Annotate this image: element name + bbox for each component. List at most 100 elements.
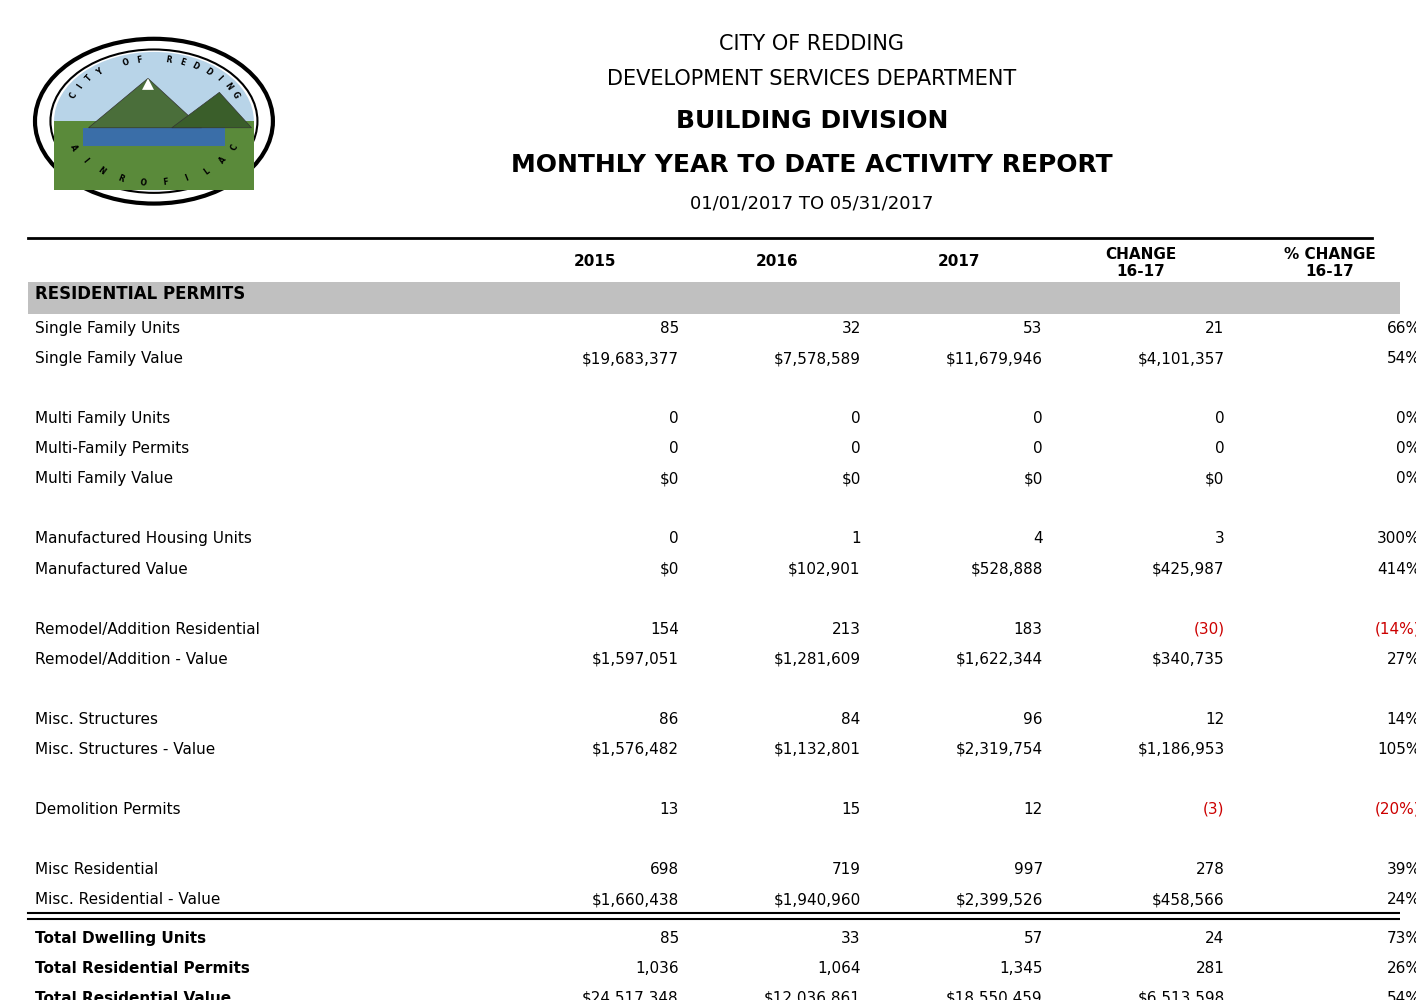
Text: $340,735: $340,735 [1153, 652, 1225, 667]
Text: 0: 0 [1215, 411, 1225, 426]
Text: $18,550,459: $18,550,459 [946, 991, 1042, 1000]
Text: 27%: 27% [1386, 652, 1416, 667]
Text: 24%: 24% [1386, 892, 1416, 907]
Text: Total Dwelling Units: Total Dwelling Units [35, 931, 207, 946]
Text: 54%: 54% [1386, 991, 1416, 1000]
Text: Demolition Permits: Demolition Permits [35, 802, 181, 817]
Text: 0: 0 [1034, 411, 1042, 426]
Text: $102,901: $102,901 [789, 562, 861, 577]
Text: 0: 0 [1034, 441, 1042, 456]
Text: 85: 85 [660, 931, 678, 946]
Text: 1,036: 1,036 [636, 961, 678, 976]
Text: RESIDENTIAL PERMITS: RESIDENTIAL PERMITS [35, 285, 245, 303]
Text: $0: $0 [841, 471, 861, 486]
Text: $528,888: $528,888 [970, 562, 1042, 577]
Text: 719: 719 [831, 862, 861, 877]
Text: L: L [202, 166, 211, 176]
Text: 16-17: 16-17 [1306, 264, 1354, 279]
Text: N: N [96, 166, 106, 177]
Text: 4: 4 [1034, 531, 1042, 546]
Text: 3: 3 [1215, 531, 1225, 546]
Text: 73%: 73% [1386, 931, 1416, 946]
Text: $0: $0 [1024, 471, 1042, 486]
Text: Manufactured Value: Manufactured Value [35, 562, 188, 577]
Text: $1,576,482: $1,576,482 [592, 742, 678, 757]
Text: 86: 86 [660, 712, 678, 727]
FancyBboxPatch shape [82, 128, 225, 146]
Text: $425,987: $425,987 [1153, 562, 1225, 577]
Text: 0%: 0% [1396, 411, 1416, 426]
Text: 14%: 14% [1386, 712, 1416, 727]
Polygon shape [89, 78, 201, 128]
Text: 16-17: 16-17 [1116, 264, 1165, 279]
Text: 414%: 414% [1376, 562, 1416, 577]
Text: 12: 12 [1205, 712, 1225, 727]
Text: (14%): (14%) [1375, 622, 1416, 637]
Text: 0: 0 [670, 411, 678, 426]
Text: (30): (30) [1194, 622, 1225, 637]
Text: $1,622,344: $1,622,344 [956, 652, 1042, 667]
Text: Multi Family Units: Multi Family Units [35, 411, 170, 426]
Text: 1: 1 [851, 531, 861, 546]
Text: $12,036,861: $12,036,861 [763, 991, 861, 1000]
Text: 01/01/2017 TO 05/31/2017: 01/01/2017 TO 05/31/2017 [690, 195, 933, 213]
Text: Misc. Structures: Misc. Structures [35, 712, 159, 727]
Text: T: T [84, 74, 95, 84]
Text: I: I [81, 156, 89, 164]
Text: 997: 997 [1014, 862, 1042, 877]
Text: 698: 698 [650, 862, 678, 877]
Text: $1,132,801: $1,132,801 [773, 742, 861, 757]
Polygon shape [142, 78, 154, 90]
Text: $11,679,946: $11,679,946 [946, 351, 1042, 366]
Text: 84: 84 [841, 712, 861, 727]
Text: 1,345: 1,345 [1000, 961, 1042, 976]
Text: Multi Family Value: Multi Family Value [35, 471, 173, 486]
Text: 0%: 0% [1396, 441, 1416, 456]
Text: $1,597,051: $1,597,051 [592, 652, 678, 667]
Text: Misc. Structures - Value: Misc. Structures - Value [35, 742, 215, 757]
Text: I: I [214, 74, 222, 83]
Text: MONTHLY YEAR TO DATE ACTIVITY REPORT: MONTHLY YEAR TO DATE ACTIVITY REPORT [511, 153, 1113, 177]
Text: 2017: 2017 [937, 254, 980, 269]
Text: 0%: 0% [1396, 471, 1416, 486]
Text: 54%: 54% [1386, 351, 1416, 366]
Text: 213: 213 [831, 622, 861, 637]
Text: Manufactured Housing Units: Manufactured Housing Units [35, 531, 252, 546]
Polygon shape [171, 92, 252, 128]
Text: Misc. Residential - Value: Misc. Residential - Value [35, 892, 221, 907]
Text: 278: 278 [1195, 862, 1225, 877]
Text: Total Residential Value: Total Residential Value [35, 991, 231, 1000]
Text: Total Residential Permits: Total Residential Permits [35, 961, 249, 976]
Text: C: C [229, 143, 241, 152]
Text: 281: 281 [1195, 961, 1225, 976]
Text: 1,064: 1,064 [817, 961, 861, 976]
Text: (20%): (20%) [1375, 802, 1416, 817]
Text: 66%: 66% [1386, 321, 1416, 336]
Text: 26%: 26% [1386, 961, 1416, 976]
Text: 0: 0 [670, 531, 678, 546]
Text: R: R [116, 173, 126, 184]
Text: BUILDING DIVISION: BUILDING DIVISION [675, 109, 947, 133]
Text: Remodel/Addition - Value: Remodel/Addition - Value [35, 652, 228, 667]
Text: 2016: 2016 [755, 254, 799, 269]
Text: $7,578,589: $7,578,589 [773, 351, 861, 366]
Text: 0: 0 [1215, 441, 1225, 456]
Text: (3): (3) [1204, 802, 1225, 817]
Text: $4,101,357: $4,101,357 [1137, 351, 1225, 366]
Text: $1,940,960: $1,940,960 [773, 892, 861, 907]
Text: $2,319,754: $2,319,754 [956, 742, 1042, 757]
Text: G: G [229, 90, 241, 100]
Text: % CHANGE: % CHANGE [1284, 247, 1375, 262]
Text: Multi-Family Permits: Multi-Family Permits [35, 441, 190, 456]
Text: D: D [202, 66, 212, 77]
Text: 105%: 105% [1376, 742, 1416, 757]
Text: N: N [222, 81, 234, 92]
Text: 21: 21 [1205, 321, 1225, 336]
Text: CHANGE: CHANGE [1104, 247, 1177, 262]
Circle shape [51, 49, 258, 193]
Text: O: O [139, 178, 146, 187]
Text: A: A [68, 143, 78, 152]
Text: Remodel/Addition Residential: Remodel/Addition Residential [35, 622, 261, 637]
Text: 13: 13 [660, 802, 678, 817]
Text: 183: 183 [1014, 622, 1042, 637]
